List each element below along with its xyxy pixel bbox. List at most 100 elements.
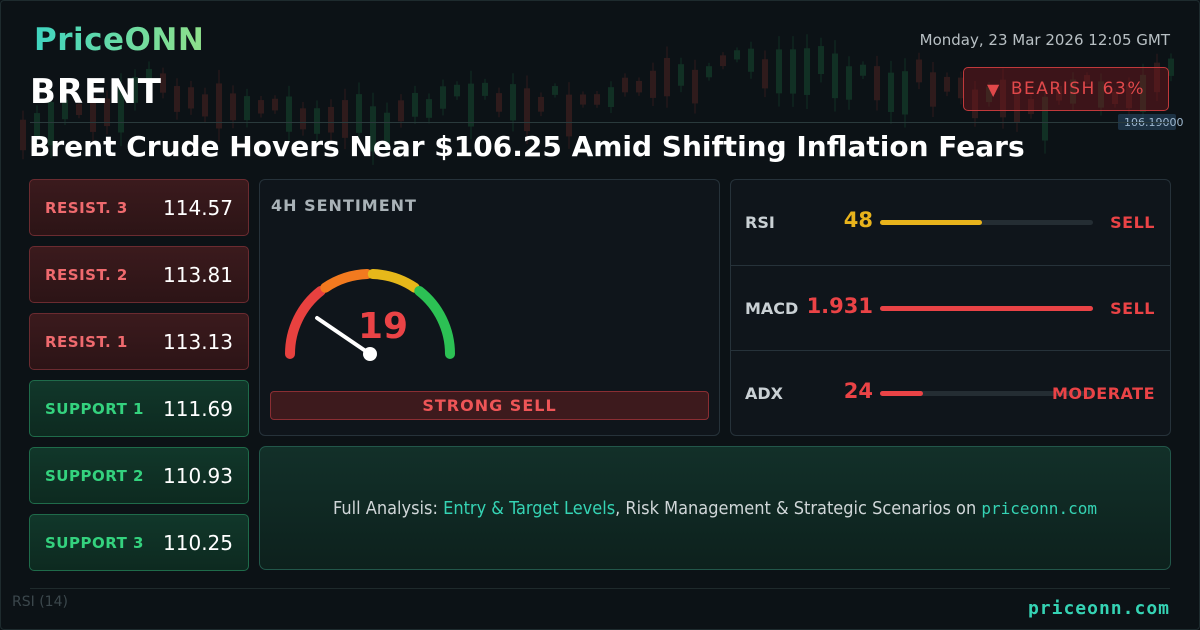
background-candle: [76, 103, 82, 115]
background-candle: [664, 58, 670, 97]
background-candle: [118, 86, 124, 133]
level-label: SUPPORT 2: [45, 466, 144, 485]
background-candle: [790, 49, 796, 94]
full-analysis-text: Full Analysis: Entry & Target Levels, Ri…: [333, 498, 1097, 519]
background-candle: [692, 69, 698, 104]
full-analysis-banner[interactable]: Full Analysis: Entry & Target Levels, Ri…: [259, 446, 1171, 570]
background-candle: [1112, 91, 1118, 104]
indicator-value: 24: [843, 379, 873, 403]
footer-site-link[interactable]: priceonn.com: [1027, 598, 1170, 619]
background-candle: [874, 66, 880, 101]
cta-prefix: Full Analysis:: [333, 497, 444, 519]
background-candle: [146, 68, 152, 94]
background-candle: [538, 96, 544, 112]
background-candle: [636, 80, 642, 93]
indicators-panel: RSI 48 SELL MACD 1.931 SELL ADX 24 MODER…: [730, 179, 1171, 436]
background-candle: [958, 77, 964, 99]
bias-label: BEARISH 63%: [1010, 79, 1145, 99]
background-candle: [1168, 58, 1174, 76]
background-candle: [902, 71, 908, 115]
background-candle: [552, 86, 558, 95]
background-rsi-label: RSI (14): [12, 594, 68, 610]
background-candle: [622, 77, 628, 93]
background-candle: [580, 94, 586, 105]
background-candle: [104, 98, 110, 127]
indicator-signal: SELL: [1110, 299, 1155, 318]
background-candle: [608, 87, 614, 108]
background-candle: [1014, 90, 1020, 123]
background-candle: [62, 99, 68, 120]
sentiment-score: 19: [358, 306, 409, 347]
background-candle: [482, 82, 488, 96]
asset-ticker: BRENT: [30, 72, 162, 112]
background-candle: [272, 98, 278, 111]
indicator-bar-fill: [880, 306, 1093, 311]
background-candle: [930, 72, 936, 107]
background-candle: [1070, 79, 1076, 104]
background-candle: [20, 119, 26, 151]
background-candle: [650, 70, 656, 98]
level-value: 113.13: [163, 329, 233, 354]
level-resist-1: RESIST. 1 113.13: [29, 313, 249, 370]
background-candle: [678, 64, 684, 86]
background-candle: [342, 100, 348, 138]
background-candle: [1098, 81, 1104, 108]
background-candle: [1084, 75, 1090, 85]
background-candle: [188, 87, 194, 109]
background-candle: [748, 48, 754, 72]
cta-middle: , Risk Management & Strategic Scenarios …: [615, 497, 982, 519]
background-candle: [202, 94, 208, 117]
indicator-adx: ADX 24 MODERATE: [731, 350, 1170, 436]
background-candle: [1126, 84, 1132, 109]
timestamp: Monday, 23 Mar 2026 12:05 GMT: [919, 31, 1170, 49]
indicator-value: 48: [843, 208, 873, 232]
cta-site-link[interactable]: priceonn.com: [981, 498, 1097, 518]
background-candle: [1154, 62, 1160, 93]
level-support-2: SUPPORT 2 110.93: [29, 447, 249, 504]
level-value: 113.81: [163, 262, 233, 287]
header-divider: [30, 122, 1170, 123]
background-candle: [944, 76, 950, 92]
level-label: RESIST. 1: [45, 332, 128, 351]
background-candle: [174, 86, 180, 112]
background-candle: [160, 73, 166, 93]
background-candle: [776, 49, 782, 94]
background-candle: [48, 102, 54, 146]
sentiment-gauge: [285, 269, 455, 361]
background-candle: [1140, 74, 1146, 113]
indicator-bar-fill: [880, 220, 983, 225]
triangle-down-icon: ▼: [987, 79, 1001, 99]
level-label: SUPPORT 3: [45, 533, 144, 552]
background-candle: [426, 99, 432, 118]
background-candle: [356, 94, 362, 133]
sentiment-title: 4H SENTIMENT: [271, 196, 417, 215]
background-candle: [832, 53, 838, 99]
brand-logo[interactable]: PriceONN: [34, 22, 205, 58]
indicator-name: ADX: [745, 384, 783, 403]
indicator-name: MACD: [745, 299, 799, 318]
background-candle: [300, 108, 306, 130]
level-label: RESIST. 2: [45, 265, 128, 284]
background-candle: [328, 106, 334, 133]
level-support-3: SUPPORT 3 110.25: [29, 514, 249, 571]
level-value: 111.69: [163, 396, 233, 421]
background-candle: [846, 66, 852, 100]
background-candle: [524, 88, 530, 132]
gauge-arc-orange: [320, 269, 373, 293]
gauge-arc-red: [285, 285, 326, 359]
background-candle: [1028, 98, 1034, 115]
bias-badge: ▼ BEARISH 63%: [963, 67, 1169, 111]
background-candle: [412, 92, 418, 117]
level-support-1: SUPPORT 1 111.69: [29, 380, 249, 437]
background-candle: [258, 100, 264, 114]
background-candle: [90, 97, 96, 132]
background-candle: [566, 94, 572, 137]
background-candle: [132, 77, 138, 103]
background-candle: [1000, 79, 1006, 118]
background-candle: [314, 108, 320, 134]
background-candle: [706, 66, 712, 78]
background-candle: [804, 48, 810, 95]
gauge-needle: [315, 316, 372, 356]
background-candle: [244, 96, 250, 121]
